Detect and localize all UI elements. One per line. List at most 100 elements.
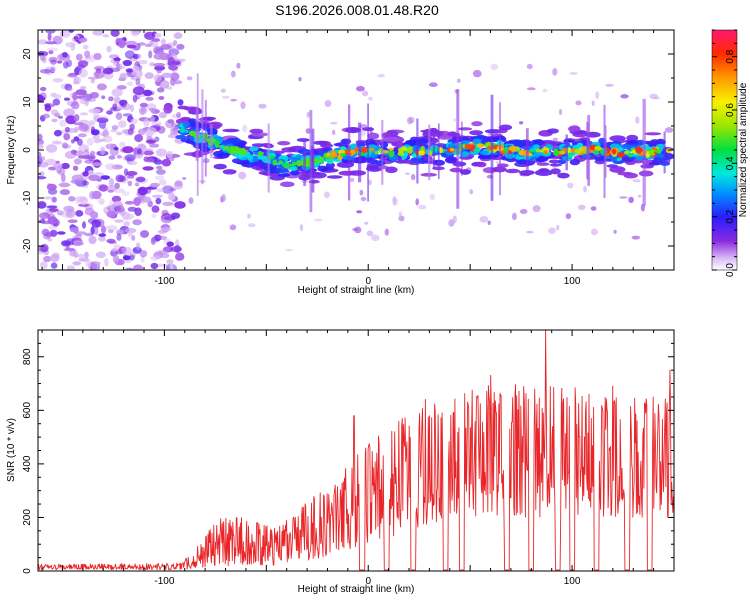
heatmap-noise-blob xyxy=(124,154,136,162)
heatmap-ridge-blob xyxy=(338,170,356,176)
heatmap-noise-blob xyxy=(143,118,150,127)
heatmap-noise-blob xyxy=(154,175,165,181)
y-tick-label: 20 xyxy=(22,48,33,60)
heatmap-noise-blob xyxy=(151,213,157,219)
heatmap-noise-blob xyxy=(110,30,120,37)
heatmap-noise-blob xyxy=(134,182,140,187)
heatmap-noise-blob xyxy=(59,119,67,127)
heatmap-noise-blob xyxy=(46,144,58,153)
heatmap-faint-blob xyxy=(613,229,617,234)
heatmap-noise-blob xyxy=(113,244,121,249)
heatmap-faint-blob xyxy=(605,83,614,87)
heatmap-ridge-blob xyxy=(568,125,581,133)
heatmap-noise-blob xyxy=(150,116,156,123)
heatmap-noise-blob xyxy=(126,44,137,49)
heatmap-ridge-blob xyxy=(498,144,504,149)
heatmap-noise-blob xyxy=(98,184,109,192)
heatmap-ridge-blob xyxy=(265,164,275,171)
heatmap-noise-blob xyxy=(137,59,148,65)
heatmap-noise-blob xyxy=(158,179,167,186)
heatmap-noise-blob xyxy=(67,219,78,223)
heatmap-noise-blob xyxy=(44,104,52,112)
heatmap-noise-blob xyxy=(93,214,99,220)
heatmap-noise-blob xyxy=(65,209,76,218)
heatmap-noise-blob xyxy=(94,138,101,144)
heatmap-noise-blob xyxy=(116,63,123,71)
heatmap-noise-blob xyxy=(140,230,149,238)
heatmap-faint-blob xyxy=(565,213,572,220)
heatmap-noise-blob xyxy=(69,227,78,233)
heatmap-noise-blob xyxy=(138,106,148,115)
heatmap-noise-blob xyxy=(91,262,99,270)
heatmap-noise-blob xyxy=(116,85,127,90)
y-tick-label: 0 xyxy=(22,568,33,574)
heatmap-faint-blob xyxy=(356,210,363,214)
heatmap-noise-blob xyxy=(40,86,47,92)
heatmap-ridge-blob xyxy=(593,150,600,156)
heatmap-ridge-blob xyxy=(472,138,482,145)
heatmap-noise-blob xyxy=(87,218,97,224)
heatmap-noise-blob xyxy=(74,126,79,133)
heatmap-noise-blob xyxy=(73,240,84,247)
heatmap-noise-blob xyxy=(98,236,106,242)
heatmap-ridge-blob xyxy=(457,127,473,131)
heatmap-ridge-blob xyxy=(574,148,583,154)
heatmap-noise-blob xyxy=(38,176,47,180)
heatmap-noise-blob xyxy=(40,218,45,225)
heatmap-ridge-blob xyxy=(316,159,322,164)
heatmap-noise-blob xyxy=(63,57,70,62)
heatmap-noise-blob xyxy=(153,46,162,55)
heatmap-faint-blob xyxy=(526,230,534,234)
heatmap-noise-blob xyxy=(162,185,174,194)
heatmap-noise-blob xyxy=(130,118,138,124)
heatmap-faint-blob xyxy=(240,101,246,110)
heatmap-faint-blob xyxy=(583,185,587,193)
heatmap-faint-blob xyxy=(299,224,303,232)
y-tick-label: 0 xyxy=(22,147,33,153)
y-tick-label: 200 xyxy=(22,509,33,526)
heatmap-noise-blob xyxy=(148,158,155,163)
snr-ticks: -100 0 100 0 200 400 600 800 xyxy=(22,329,675,587)
heatmap-ridge-blob xyxy=(186,107,202,112)
heatmap-noise-blob xyxy=(92,30,104,36)
heatmap-noise-blob xyxy=(60,30,71,38)
heatmap-noise-blob xyxy=(56,60,63,64)
heatmap-noise-blob xyxy=(123,221,130,227)
heatmap-noise-blob xyxy=(137,148,142,155)
heatmap-ridge-blob xyxy=(475,134,486,140)
heatmap-ridge-blob xyxy=(240,149,248,156)
heatmap-noise-blob xyxy=(55,160,60,164)
heatmap-noise-blob xyxy=(173,80,183,85)
heatmap-noise-blob xyxy=(56,210,64,216)
heatmap-noise-blob xyxy=(156,87,165,93)
heatmap-noise-blob xyxy=(53,163,63,169)
heatmap-noise-blob xyxy=(148,108,157,112)
heatmap-noise-blob xyxy=(157,235,168,240)
heatmap-noise-blob xyxy=(48,50,54,55)
heatmap-noise-blob xyxy=(153,159,163,165)
heatmap-noise-blob xyxy=(58,182,71,188)
colorbar-tick-label: 0.6 xyxy=(725,103,736,117)
heatmap-ridge-blob xyxy=(406,147,413,154)
heatmap-noise-blob xyxy=(146,127,157,136)
heatmap-noise-blob xyxy=(154,65,166,71)
heatmap-ridge-blob xyxy=(215,140,220,145)
figure-title: S196.2026.008.01.48.R20 xyxy=(275,2,439,18)
heatmap-noise-blob xyxy=(89,92,99,99)
heatmap-ridge-blob xyxy=(558,150,566,155)
heatmap-faint-blob xyxy=(575,100,582,106)
heatmap-noise-blob xyxy=(77,60,89,68)
heatmap-noise-blob xyxy=(160,38,166,45)
heatmap-noise-blob xyxy=(132,94,138,103)
heatmap-ridge-blob xyxy=(461,151,470,157)
heatmap-noise-blob xyxy=(89,190,96,200)
heatmap-noise-blob xyxy=(73,158,82,165)
heatmap-faint-blob xyxy=(479,216,489,223)
heatmap-noise-blob xyxy=(172,40,178,46)
heatmap-ridge-blob xyxy=(469,130,483,136)
heatmap-noise-blob xyxy=(64,150,77,159)
heatmap-ridge-blob xyxy=(287,167,295,171)
heatmap-noise-blob xyxy=(123,168,129,177)
heatmap-noise-blob xyxy=(174,180,183,187)
heatmap-ridge-blob xyxy=(175,134,187,140)
